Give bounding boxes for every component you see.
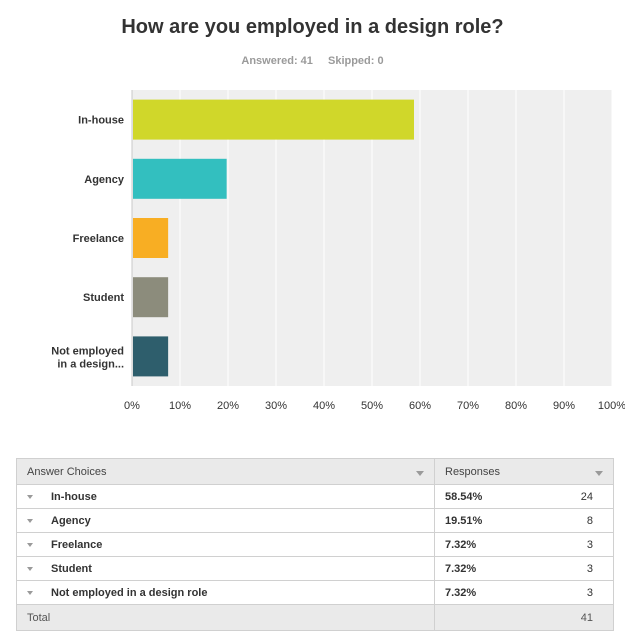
skipped-count: Skipped: 0 bbox=[327, 55, 384, 67]
response-count: 8 bbox=[586, 515, 593, 527]
expand-caret-icon[interactable] bbox=[27, 518, 33, 523]
table-total-row: Total 41 bbox=[16, 604, 614, 631]
table-body: In-house 58.54% 24 Agency 19.51% 8 Freelance 7.… bbox=[16, 484, 614, 605]
response-cell: 7.32% 3 bbox=[434, 556, 614, 581]
response-percent: 58.54% bbox=[445, 490, 483, 503]
x-tick-label: 0% bbox=[124, 400, 140, 412]
x-tick-label: 80% bbox=[505, 400, 527, 412]
table-row: Agency 19.51% 8 bbox=[16, 508, 614, 533]
x-tick-label: 60% bbox=[409, 400, 431, 412]
category-label: Agency bbox=[84, 174, 125, 186]
answer-choice-label: Student bbox=[51, 562, 92, 575]
x-tick-label: 50% bbox=[361, 400, 383, 412]
response-percent: 7.32% bbox=[445, 586, 477, 599]
expand-caret-icon[interactable] bbox=[27, 494, 33, 499]
table-row: In-house 58.54% 24 bbox=[16, 484, 614, 509]
response-cell: 7.32% 3 bbox=[434, 580, 614, 605]
bar[interactable] bbox=[133, 158, 227, 199]
table-row: Freelance 7.32% 3 bbox=[16, 532, 614, 557]
answered-count: Answered: 41 bbox=[241, 55, 313, 67]
response-percent: 7.32% bbox=[445, 562, 477, 575]
answer-choice-cell: Freelance bbox=[16, 532, 435, 557]
answer-choice-label: Freelance bbox=[51, 538, 103, 551]
table-row: Student 7.32% 3 bbox=[16, 556, 614, 581]
answer-choice-cell: Student bbox=[16, 556, 435, 581]
bar[interactable] bbox=[133, 336, 169, 377]
expand-caret-icon[interactable] bbox=[27, 542, 33, 547]
answer-choice-label: In-house bbox=[51, 490, 97, 503]
answer-choice-label: Not employed in a design role bbox=[51, 586, 208, 599]
table-header-row: Answer Choices Responses bbox=[16, 458, 614, 485]
answer-choice-cell: In-house bbox=[16, 484, 435, 509]
sort-caret-icon[interactable] bbox=[595, 470, 603, 476]
chart-title: How are you employed in a design role? bbox=[121, 16, 504, 38]
bar[interactable] bbox=[133, 218, 169, 258]
x-tick-label: 20% bbox=[217, 400, 239, 412]
bar-chart: 0% 10% 20% 30% 40% 50% 60% 70% 80% 90% 100% In-hous… bbox=[51, 90, 625, 412]
x-tick-label: 90% bbox=[553, 400, 575, 412]
x-tick-label: 10% bbox=[169, 400, 191, 412]
response-cell: 19.51% 8 bbox=[434, 508, 614, 533]
category-label: Not employed in a design... bbox=[51, 345, 124, 370]
bar[interactable] bbox=[133, 99, 414, 140]
response-count: 3 bbox=[586, 587, 593, 599]
answer-choice-label: Agency bbox=[51, 514, 91, 527]
response-cell: 7.32% 3 bbox=[434, 532, 614, 557]
expand-caret-icon[interactable] bbox=[27, 566, 33, 571]
response-count: 3 bbox=[586, 539, 593, 551]
response-count: 3 bbox=[586, 563, 593, 575]
total-label: Total bbox=[16, 604, 435, 631]
bar[interactable] bbox=[133, 277, 169, 318]
table-row: Not employed in a design role 7.32% 3 bbox=[16, 580, 614, 605]
category-label: Freelance bbox=[73, 233, 124, 245]
answer-choices-header[interactable]: Answer Choices bbox=[16, 458, 435, 485]
sort-caret-icon[interactable] bbox=[416, 470, 424, 476]
responses-table: Answer Choices Responses In-house 58.54% 2… bbox=[16, 458, 614, 631]
response-cell: 58.54% 24 bbox=[434, 484, 614, 509]
total-count: 41 bbox=[434, 604, 614, 631]
x-tick-label: 70% bbox=[457, 400, 479, 412]
answer-choice-cell: Agency bbox=[16, 508, 435, 533]
response-percent: 19.51% bbox=[445, 514, 483, 527]
response-percent: 7.32% bbox=[445, 538, 477, 551]
answer-choice-cell: Not employed in a design role bbox=[16, 580, 435, 605]
responses-header[interactable]: Responses bbox=[434, 458, 614, 485]
expand-caret-icon[interactable] bbox=[27, 590, 33, 595]
category-label: Student bbox=[83, 292, 124, 304]
x-tick-label: 40% bbox=[313, 400, 335, 412]
x-tick-label: 30% bbox=[265, 400, 287, 412]
response-count: 24 bbox=[580, 491, 593, 503]
category-label: In-house bbox=[78, 115, 124, 127]
response-summary: Answered: 41 Skipped: 0 bbox=[0, 55, 625, 67]
x-tick-label: 100% bbox=[598, 400, 625, 412]
